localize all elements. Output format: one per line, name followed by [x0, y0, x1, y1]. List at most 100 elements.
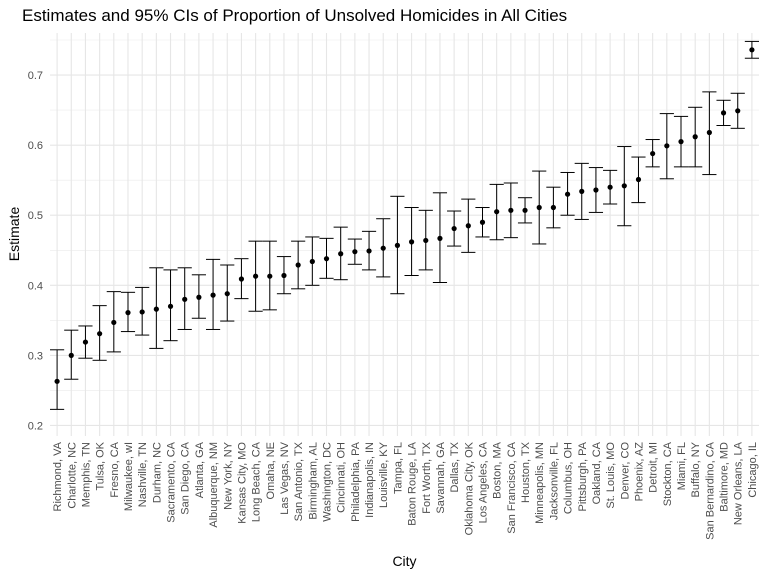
- estimate-point: [281, 272, 287, 279]
- x-tick-label: Milwaukee, wI: [123, 442, 135, 511]
- x-tick-label: Phoenix, AZ: [633, 442, 645, 502]
- x-tick-label: Birmingham, AL: [307, 442, 319, 520]
- x-tick-label: Stockton, CA: [662, 441, 674, 506]
- estimate-point: [253, 273, 259, 279]
- x-tick-label: Savannah, GA: [435, 441, 447, 513]
- estimate-point: [366, 248, 372, 254]
- estimate-point: [267, 273, 273, 279]
- x-tick-label: Minneapolis, MN: [534, 442, 546, 524]
- x-tick-label: Fort Worth, TX: [421, 441, 433, 513]
- x-tick-label: Fresno, CA: [109, 441, 121, 497]
- grid-major: [50, 33, 759, 436]
- x-tick-label: Tulsa, OK: [95, 441, 107, 490]
- x-tick-label: San Diego, CA: [180, 441, 192, 514]
- x-tick-label: Columbus, OH: [563, 442, 575, 514]
- x-tick-label: Durham, NC: [151, 442, 163, 503]
- estimate-point: [650, 150, 656, 157]
- y-tick-label: 0.7: [28, 70, 43, 82]
- estimate-point: [749, 47, 755, 53]
- x-tick-label: Sacramento, CA: [166, 441, 178, 522]
- estimate-point: [54, 378, 60, 384]
- x-axis-title: City: [392, 553, 416, 569]
- x-tick-label: New Orleans, LA: [733, 441, 745, 525]
- estimate-point: [111, 319, 117, 326]
- x-tick-label: Louisville, KY: [378, 441, 390, 508]
- x-tick-label: Denver, CO: [619, 442, 631, 500]
- estimate-point: [508, 207, 514, 213]
- x-tick-label: Long Beach, CA: [251, 441, 263, 522]
- x-tick-label: Memphis, TN: [80, 442, 92, 507]
- estimate-point: [380, 245, 386, 251]
- estimate-point: [451, 225, 457, 232]
- y-tick-label: 0.2: [28, 420, 43, 432]
- x-tick-label: Washington, DC: [322, 442, 334, 522]
- x-tick-label: San Francisco, CA: [506, 441, 518, 533]
- estimate-point: [635, 176, 642, 183]
- estimate-point: [408, 239, 415, 245]
- x-tick-label: Chicago, IL: [747, 442, 759, 498]
- x-tick-label: San Bernardino, CA: [704, 441, 716, 539]
- x-tick-label: Baltimore, MD: [719, 442, 731, 512]
- y-axis-title: Estimate: [6, 207, 22, 262]
- x-tick-label: Indianapolis, IN: [364, 442, 376, 518]
- estimate-point: [579, 188, 585, 194]
- estimate-point: [522, 207, 528, 213]
- x-tick-label: Atlanta, GA: [194, 441, 206, 498]
- estimate-point: [352, 249, 358, 255]
- estimate-point: [167, 303, 174, 309]
- estimate-point: [182, 296, 188, 302]
- x-tick-label: Baton Rouge, LA: [407, 441, 419, 525]
- estimate-point: [593, 187, 599, 193]
- y-tick-label: 0.6: [28, 140, 43, 152]
- estimate-point: [621, 183, 627, 189]
- estimate-point: [210, 292, 216, 298]
- estimate-point: [295, 262, 301, 268]
- estimate-point: [82, 339, 89, 345]
- x-tick-label: Tampa, FL: [392, 442, 404, 494]
- x-tick-label: Kansas City, MO: [236, 442, 248, 524]
- estimate-point: [706, 129, 712, 136]
- estimate-point: [465, 223, 471, 229]
- y-tick-label: 0.4: [28, 280, 43, 292]
- x-tick-label: Los Angeles, CA: [477, 441, 489, 523]
- estimate-point: [536, 204, 542, 211]
- x-tick-label: Miami, FL: [676, 442, 688, 490]
- x-tick-label: Albuquerque, NM: [208, 442, 220, 528]
- x-tick-label: St. Louis, MO: [605, 442, 617, 509]
- estimate-point: [720, 110, 727, 116]
- x-tick-label: Oakland, CA: [591, 441, 603, 504]
- x-tick-label: Dallas, TX: [449, 441, 461, 492]
- x-tick-label: Charlotte, NC: [66, 442, 78, 509]
- estimate-point: [196, 294, 202, 300]
- y-tick-label: 0.5: [28, 210, 43, 222]
- estimate-point: [338, 251, 344, 257]
- x-tick-label: Houston, TX: [520, 441, 532, 503]
- x-tick-label: Boston, MA: [492, 441, 504, 499]
- estimate-point: [125, 310, 131, 316]
- estimate-point: [238, 276, 245, 282]
- x-tick-label: San Antonio, TX: [293, 441, 305, 521]
- x-tick-label: New York, NY: [222, 441, 234, 510]
- y-axis-ticks: 0.2 0.3 0.4 0.5 0.6 0.7: [28, 70, 43, 432]
- estimate-point: [437, 235, 443, 241]
- x-axis-ticks: Richmond, VA Charlotte, NC Memphis, TN Tuls…: [52, 441, 759, 540]
- estimate-point: [607, 184, 613, 190]
- estimate-point: [153, 306, 159, 312]
- x-tick-label: Cincinnati, OH: [336, 442, 348, 513]
- estimate-point: [309, 258, 315, 265]
- estimate-point: [494, 209, 500, 215]
- estimate-point: [68, 352, 74, 358]
- x-tick-label: Philadelphia, PA: [350, 441, 362, 522]
- x-tick-label: Detroit, MI: [648, 442, 660, 493]
- estimate-point: [323, 256, 330, 262]
- data-points: [54, 47, 755, 384]
- estimate-point: [664, 143, 670, 149]
- y-tick-label: 0.3: [28, 350, 43, 362]
- x-tick-label: Buffalo, NY: [690, 441, 702, 497]
- x-tick-label: Oklahoma City, OK: [463, 441, 475, 535]
- estimate-point: [139, 309, 145, 315]
- estimate-point: [678, 139, 684, 145]
- estimate-point: [735, 108, 741, 114]
- x-tick-label: Pittsburgh, PA: [577, 441, 589, 511]
